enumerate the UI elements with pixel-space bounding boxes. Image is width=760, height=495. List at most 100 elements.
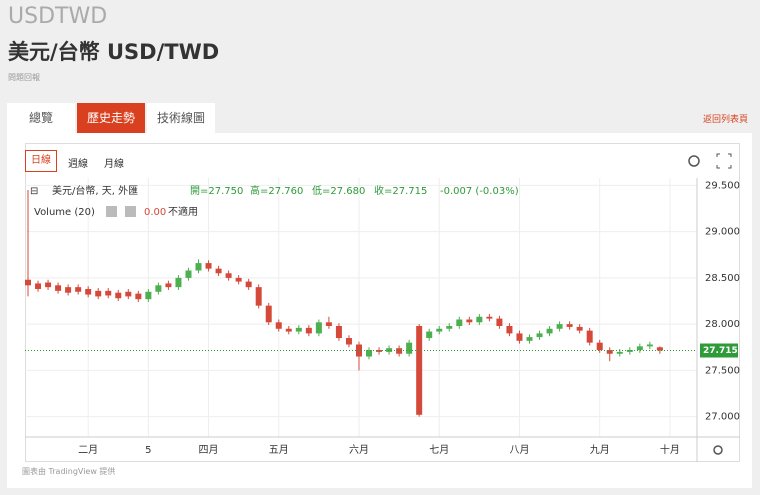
candle-body — [45, 282, 52, 288]
candle-body — [366, 350, 373, 357]
interval-button[interactable]: 月線 — [104, 159, 124, 170]
candle-body — [466, 319, 473, 323]
candle-body — [95, 290, 102, 297]
tab-active[interactable]: 歷史走勢 — [77, 103, 145, 133]
x-tick-label: 九月 — [590, 444, 610, 456]
legend-symbol: 美元/台幣, 天, 外匯 — [52, 184, 138, 197]
candle-body — [145, 291, 152, 300]
volume-label: Volume (20) — [34, 207, 95, 218]
interval-button[interactable]: 日線 — [25, 150, 57, 172]
candle-body — [566, 324, 573, 327]
x-tick-label: 八月 — [509, 444, 529, 456]
last-price-tag — [700, 343, 738, 358]
volume-eye-icon[interactable] — [106, 206, 117, 217]
candle-body — [616, 351, 623, 354]
candle-body — [85, 289, 92, 295]
candle-body — [546, 328, 553, 334]
candle-body — [486, 316, 493, 319]
candle-body — [386, 348, 393, 352]
y-tick-label: 28.500 — [705, 273, 740, 284]
candle-body — [155, 285, 162, 292]
legend-low: 低=27.680 — [312, 184, 365, 197]
volume-close-icon[interactable] — [125, 206, 136, 217]
back-link[interactable]: 返回列表頁 — [702, 115, 748, 125]
y-tick-label: 28.000 — [705, 319, 740, 330]
candle-body — [586, 330, 593, 343]
candle-body — [656, 347, 663, 351]
candle-body — [325, 322, 332, 326]
legend-change: -0.007 (-0.03%) — [440, 186, 519, 197]
candle-body — [215, 268, 222, 274]
candle-body — [275, 322, 282, 329]
candle-body — [646, 344, 653, 347]
candle-body — [125, 291, 132, 297]
candle-body — [205, 263, 212, 269]
x-tick-label: 六月 — [349, 444, 369, 456]
candle-body — [185, 270, 192, 278]
settings-icon[interactable] — [688, 155, 700, 167]
volume-note: 不適用 — [168, 205, 198, 218]
candle-body — [426, 331, 433, 339]
candle-body — [526, 337, 533, 341]
candle-body — [556, 324, 563, 329]
candle-body — [456, 319, 463, 326]
tab[interactable]: 技術線圖 — [147, 103, 215, 133]
candle-body — [175, 277, 182, 288]
page-title: 美元/台幣 USD/TWD — [8, 40, 220, 64]
candle-body — [496, 318, 503, 326]
candle-body — [115, 292, 122, 299]
x-tick-label: 二月 — [78, 444, 98, 456]
legend-high: 高=27.760 — [250, 184, 303, 197]
report-link[interactable]: 問題回報 — [8, 73, 40, 82]
legend-open: 開=27.750 — [190, 185, 243, 197]
candle-body — [596, 342, 603, 351]
last-price-label: 27.715 — [703, 346, 738, 356]
axis-settings-icon[interactable] — [713, 445, 723, 455]
candle-body — [345, 338, 352, 345]
candle-body — [285, 328, 292, 332]
candle-body — [225, 273, 232, 278]
candle-body — [305, 327, 312, 334]
candle-body — [25, 279, 31, 286]
footer: 圖表由 TradingView 提供 — [22, 467, 116, 476]
y-tick-label: 29.500 — [705, 180, 740, 191]
interval-button[interactable]: 週線 — [68, 159, 88, 170]
candle-body — [315, 322, 322, 334]
candle-body — [416, 326, 423, 415]
candle-body — [195, 263, 202, 271]
candle-body — [165, 283, 172, 288]
legend-toggle[interactable]: ⊟ — [30, 186, 38, 197]
candle-body — [446, 326, 453, 329]
candle-body — [476, 316, 483, 323]
candle-body — [295, 327, 302, 332]
fullscreen-icon[interactable] — [716, 153, 732, 169]
candle-body — [396, 348, 403, 354]
candle-body — [626, 350, 633, 352]
chart-frame — [25, 143, 740, 462]
tab[interactable]: 總覽 — [7, 103, 75, 133]
candle-body — [506, 326, 513, 334]
candle-body — [536, 333, 543, 338]
candle-body — [65, 287, 72, 293]
x-tick-label: 五月 — [269, 444, 289, 456]
candle-body — [636, 346, 643, 351]
y-tick-label: 27.500 — [705, 365, 740, 376]
candle-body — [55, 285, 62, 291]
candle-body — [255, 287, 262, 306]
candle-body — [235, 277, 242, 282]
candle-body — [606, 350, 613, 354]
candle-body — [135, 293, 142, 300]
candle-body — [406, 342, 413, 354]
candle-body — [105, 290, 112, 296]
candle-body — [265, 305, 272, 323]
x-tick-label: 四月 — [199, 444, 219, 456]
candle-body — [436, 328, 443, 332]
candle-body — [576, 326, 583, 331]
volume-value: 0.00 — [144, 207, 166, 218]
y-tick-label: 29.000 — [705, 227, 740, 238]
candle-body — [75, 287, 82, 292]
candle-body — [516, 333, 523, 341]
candle-body — [245, 281, 252, 288]
